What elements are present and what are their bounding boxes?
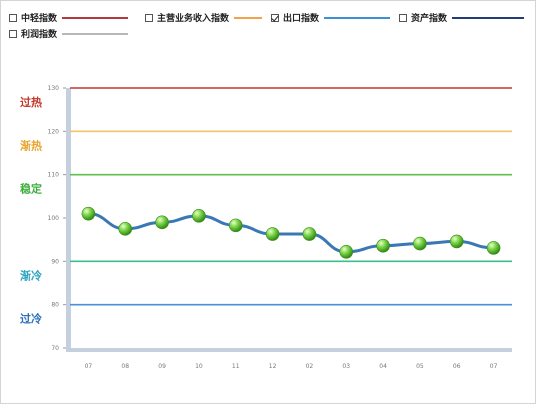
zone-label: 稳定 [20, 182, 42, 196]
legend-item-revenue[interactable]: 主营业务收入指数 [145, 11, 263, 24]
checkbox-revenue[interactable] [145, 13, 153, 22]
x-tick-label: 04 [379, 363, 387, 370]
checkbox-light-industry[interactable] [9, 13, 17, 22]
data-point[interactable] [376, 238, 390, 253]
x-tick-label: 10 [195, 363, 203, 370]
x-axis-bar [66, 348, 512, 352]
data-point[interactable] [265, 227, 280, 241]
legend-label-assets: 资产指数 [411, 14, 448, 24]
x-tick-label: 05 [416, 363, 424, 370]
x-tick-label: 06 [453, 363, 461, 370]
x-tick-label: 09 [158, 363, 166, 370]
legend-label-export: 出口指数 [283, 14, 320, 24]
legend-swatch-assets [452, 16, 525, 19]
zone-label: 过冷 [20, 312, 42, 326]
x-tick-label: 11 [232, 363, 240, 370]
legend-item-light-industry[interactable]: 中轻指数 [9, 11, 129, 24]
y-tick-label: 80 [51, 302, 59, 309]
legend-swatch-profit [62, 32, 129, 35]
data-point[interactable] [413, 236, 427, 251]
series-line-export [88, 212, 494, 254]
x-tick-label: 07 [490, 363, 498, 370]
data-point[interactable] [81, 206, 96, 221]
y-tick-label: 70 [51, 345, 59, 352]
data-point[interactable] [118, 222, 133, 236]
y-tick-label: 120 [48, 128, 60, 135]
legend-label-revenue: 主营业务收入指数 [157, 14, 230, 24]
legend-label-light-industry: 中轻指数 [21, 14, 58, 24]
legend-item-export[interactable]: 出口指数 [271, 11, 391, 24]
y-tick-label: 90 [51, 258, 59, 265]
legend-item-assets[interactable]: 资产指数 [399, 11, 525, 24]
y-tick-label: 100 [48, 215, 60, 222]
x-tick-label: 12 [269, 363, 277, 370]
legend-row-2: 利润指数 [9, 27, 529, 47]
data-point[interactable] [228, 218, 243, 233]
checkbox-profit[interactable] [9, 29, 17, 38]
legend-label-profit: 利润指数 [21, 30, 58, 40]
x-tick-label: 07 [85, 363, 93, 370]
zone-label: 过热 [20, 95, 42, 109]
legend-row-1: 中轻指数 主营业务收入指数 出口指数 资产指数 [9, 7, 529, 27]
x-tick-label: 03 [342, 363, 350, 370]
checkbox-export[interactable] [271, 13, 279, 22]
legend: 中轻指数 主营业务收入指数 出口指数 资产指数 利润指数 [9, 7, 529, 47]
legend-swatch-revenue [234, 16, 263, 19]
legend-item-profit[interactable]: 利润指数 [9, 27, 129, 40]
y-axis-bar [66, 88, 71, 350]
data-point[interactable] [339, 245, 354, 259]
checkbox-assets[interactable] [399, 13, 407, 22]
data-point[interactable] [449, 234, 464, 249]
legend-swatch-export [324, 16, 391, 19]
data-point[interactable] [192, 209, 206, 223]
zone-label: 渐热 [20, 138, 42, 152]
y-tick-label: 110 [48, 172, 60, 179]
zone-label: 渐冷 [20, 268, 42, 282]
data-point[interactable] [486, 241, 501, 255]
x-tick-label: 02 [306, 363, 314, 370]
y-tick-label: 130 [48, 85, 60, 92]
data-point[interactable] [302, 227, 317, 241]
data-point[interactable] [155, 215, 169, 230]
x-tick-label: 08 [121, 363, 129, 370]
legend-swatch-light-industry [62, 16, 129, 19]
